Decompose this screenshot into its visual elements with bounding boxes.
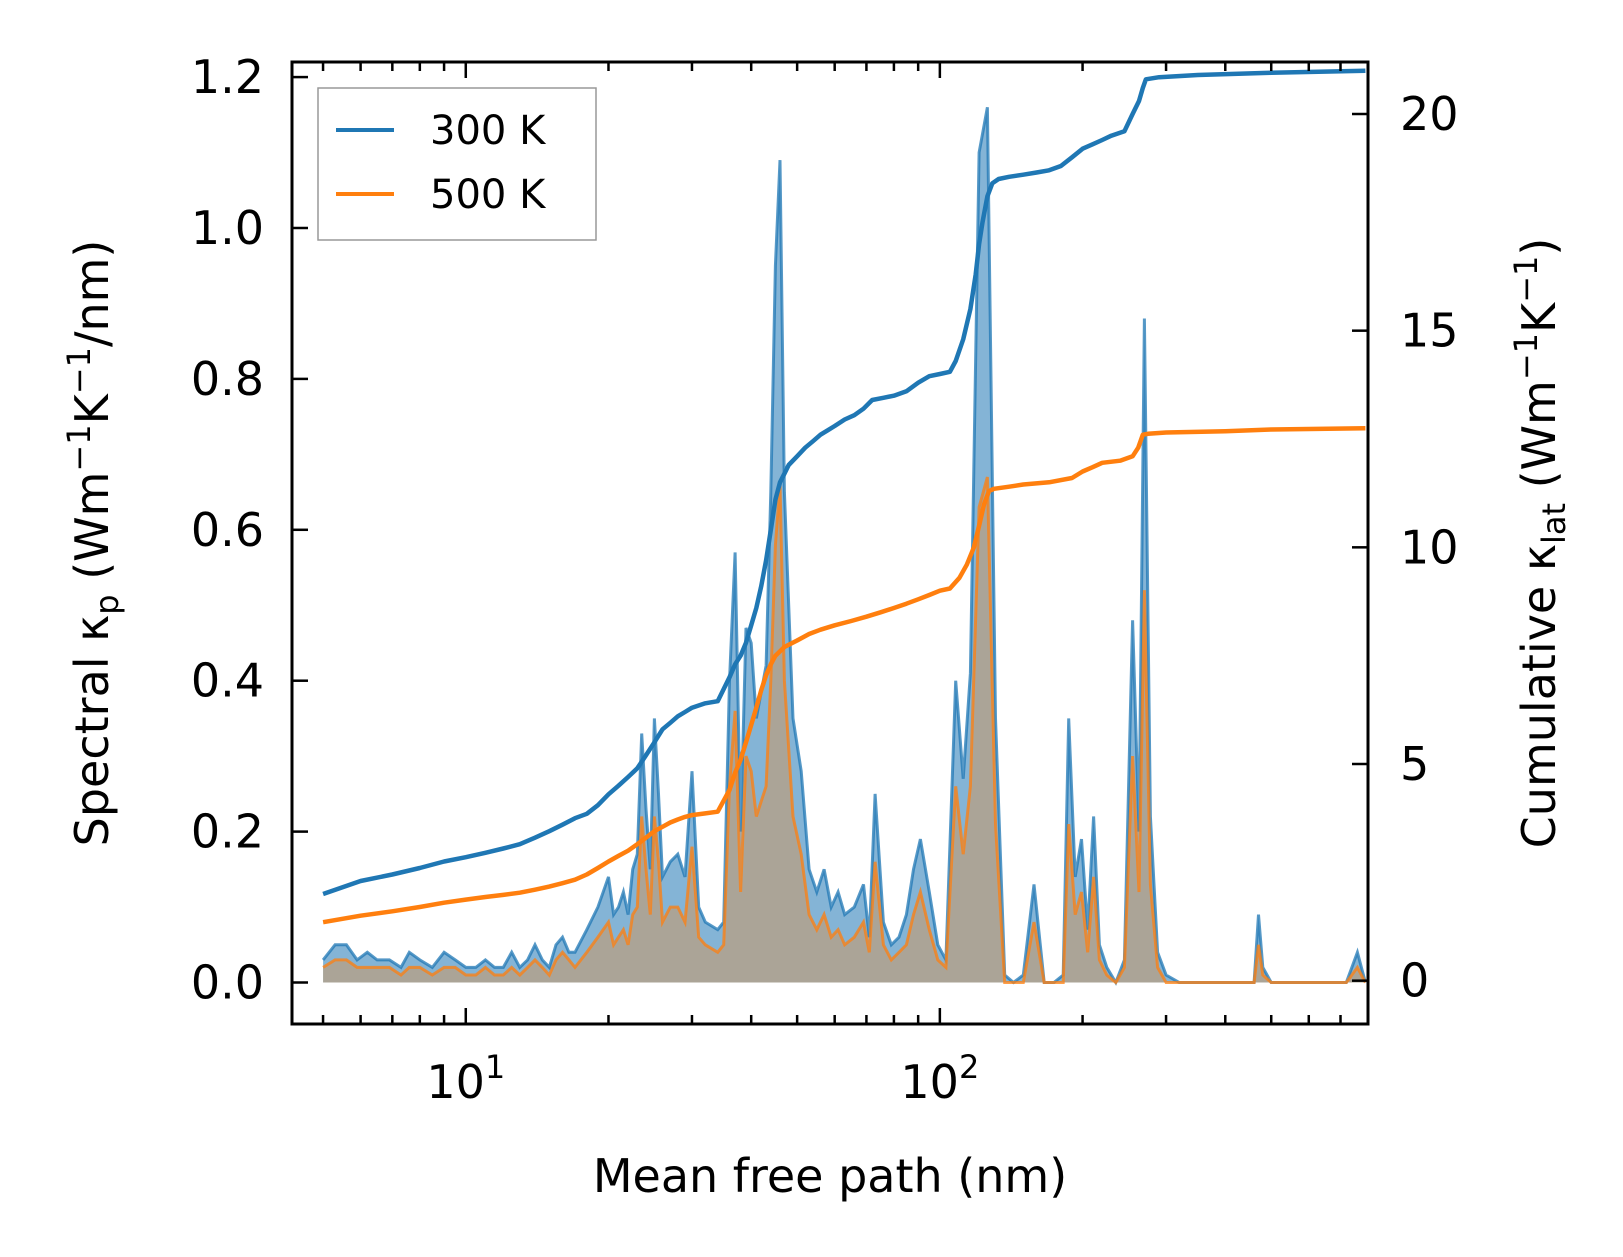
right-y-axis-title: Cumulative κlat (Wm−1K−1) [1507,238,1573,849]
legend-box [317,87,597,241]
right-y-tick-label: 20 [1400,87,1459,141]
right-y-tick-label: 15 [1400,304,1459,358]
right-y-tick-label: 0 [1400,954,1429,1008]
right-y-axis-ticks: 0 5 10 15 20 [1352,87,1459,1008]
x-tick-label: 102 [900,1048,979,1109]
left-y-tick-label: 0.0 [191,956,264,1010]
legend: 300 K 500 K [317,87,597,241]
cumulative-line-500k [322,425,1366,925]
plot-frame [290,60,1370,1026]
cumulative-lines [322,68,1366,925]
left-y-tick-label: 0.4 [191,654,264,708]
left-y-axis-title: Spectral κp (Wm−1K−1/nm) [60,240,126,847]
legend-label-300k: 300 K [430,108,547,154]
spectral-areas [321,107,1367,986]
left-y-tick-label: 0.8 [191,352,264,406]
spectral-line-500k [322,476,1367,985]
left-y-tick-label: 0.6 [191,503,264,557]
x-axis-ticks: 101 102 [321,62,1370,1109]
left-y-axis-ticks: 0.0 0.2 0.4 0.6 0.8 1.0 1.2 [191,50,308,1010]
spectral-line-300k [321,107,1367,986]
left-y-tick-label: 0.2 [191,805,264,859]
legend-label-500k: 500 K [430,172,547,218]
right-y-tick-label: 10 [1400,520,1459,574]
left-y-tick-label: 1.0 [191,201,264,255]
left-y-tick-label: 1.2 [191,50,264,104]
cumulative-line-300k [322,68,1366,897]
x-axis-title: Mean free path (nm) [593,1149,1067,1203]
x-tick-label: 101 [426,1048,505,1109]
right-y-tick-label: 5 [1400,737,1429,791]
